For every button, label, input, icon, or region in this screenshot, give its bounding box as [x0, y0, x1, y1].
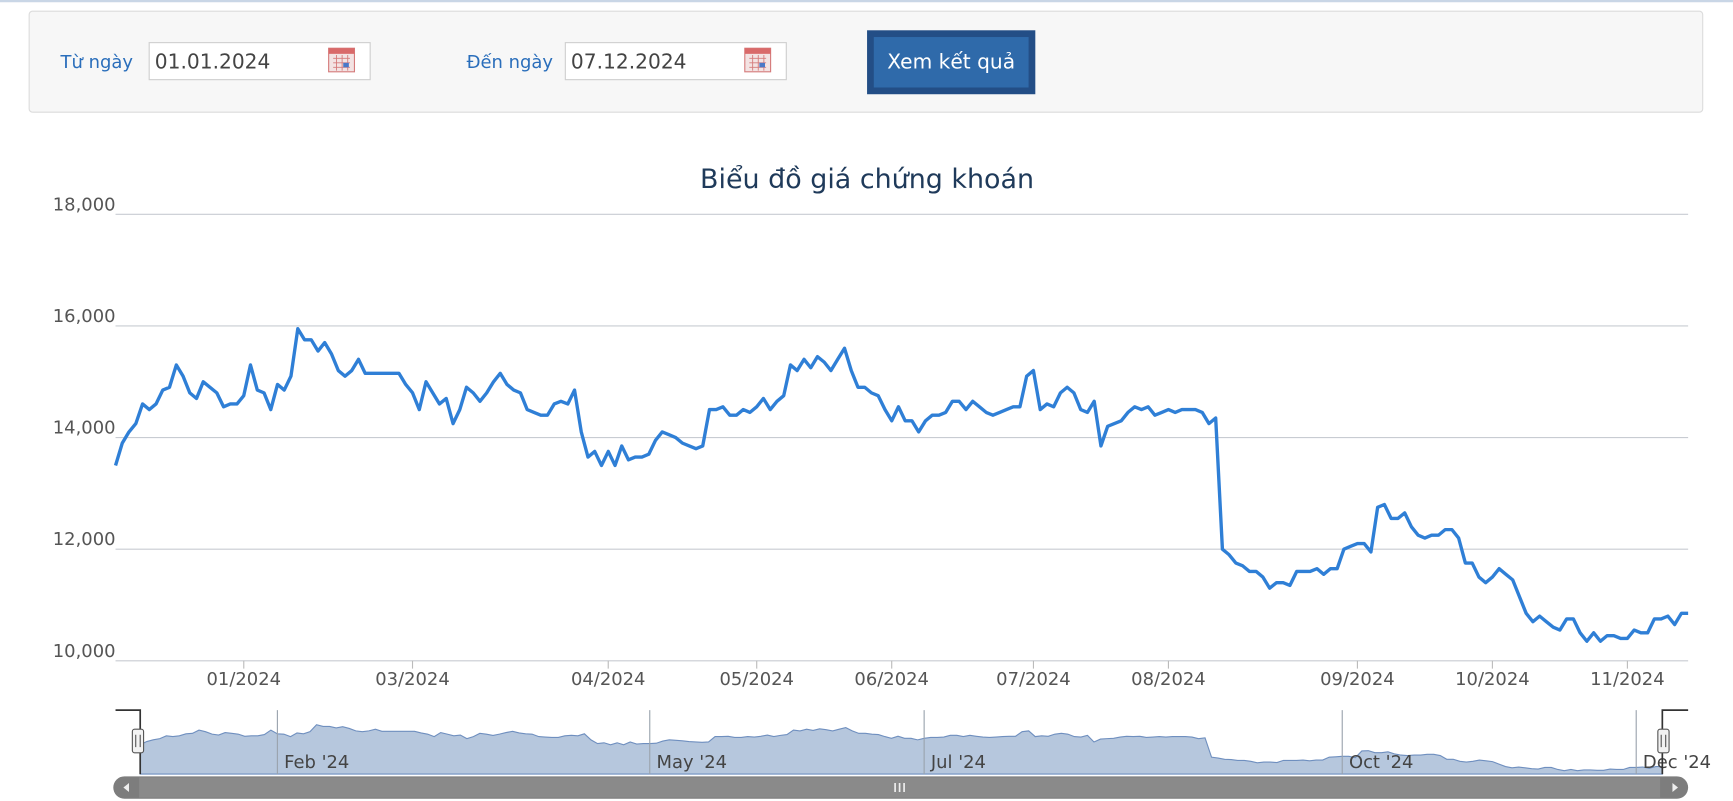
from-label: Từ ngày: [60, 52, 134, 73]
x-tick-label: 01/2024: [207, 669, 282, 690]
navigator-tick-label: Oct '24: [1349, 752, 1413, 773]
scrollbar-grip: [894, 783, 905, 793]
x-tick-label: 10/2024: [1455, 669, 1530, 690]
handle-grip: [135, 734, 141, 748]
y-tick-label: 12,000: [53, 529, 116, 550]
navigator-handle[interactable]: [1657, 728, 1670, 754]
plot: 10,000 12,000 14,000 16,000 18,000 01/2024 03/…: [53, 194, 1689, 690]
x-tick-label: 05/2024: [719, 669, 794, 690]
navigator-tick-label: Jul '24: [930, 752, 986, 773]
calendar-icon[interactable]: [328, 47, 356, 73]
y-tick-label: 14,000: [53, 418, 116, 439]
chart-title: Biểu đồ giá chứng khoán: [700, 164, 1034, 195]
scroll-right-arrow[interactable]: [1672, 783, 1679, 793]
x-tick-label: 07/2024: [996, 669, 1071, 690]
to-value: 07.12.2024: [571, 49, 687, 73]
x-tick-label: 08/2024: [1131, 669, 1206, 690]
x-tick-label: 11/2024: [1590, 669, 1665, 690]
price-line: [113, 327, 1689, 643]
navigator-tick-label: Dec '24: [1643, 752, 1711, 773]
handle-grip: [1660, 734, 1667, 748]
from-value: 01.01.2024: [155, 49, 271, 73]
submit-button[interactable]: Xem kết quả: [867, 30, 1036, 95]
to-label: Đến ngày: [467, 52, 554, 73]
x-tick-label: 03/2024: [375, 669, 450, 690]
x-tick-label: 06/2024: [854, 669, 929, 690]
calendar-icon[interactable]: [744, 47, 772, 73]
navigator-area: [139, 724, 1663, 775]
navigator-tick-label: Feb '24: [284, 752, 349, 773]
filter-panel: [28, 10, 1704, 113]
y-tick-label: 16,000: [53, 306, 116, 327]
navigator: Feb '24 May '24 Jul '24 Oct '24 Dec '24: [113, 709, 1711, 799]
y-tick-label: 10,000: [53, 641, 116, 662]
button-label: Xem kết quả: [887, 49, 1015, 73]
x-tick-label: 04/2024: [571, 669, 646, 690]
x-tick-label: 09/2024: [1320, 669, 1395, 690]
y-tick-label: 18,000: [53, 194, 116, 215]
navigator-tick-label: May '24: [656, 752, 727, 773]
scroll-left-arrow[interactable]: [123, 783, 129, 793]
navigator-handle[interactable]: [131, 728, 145, 754]
